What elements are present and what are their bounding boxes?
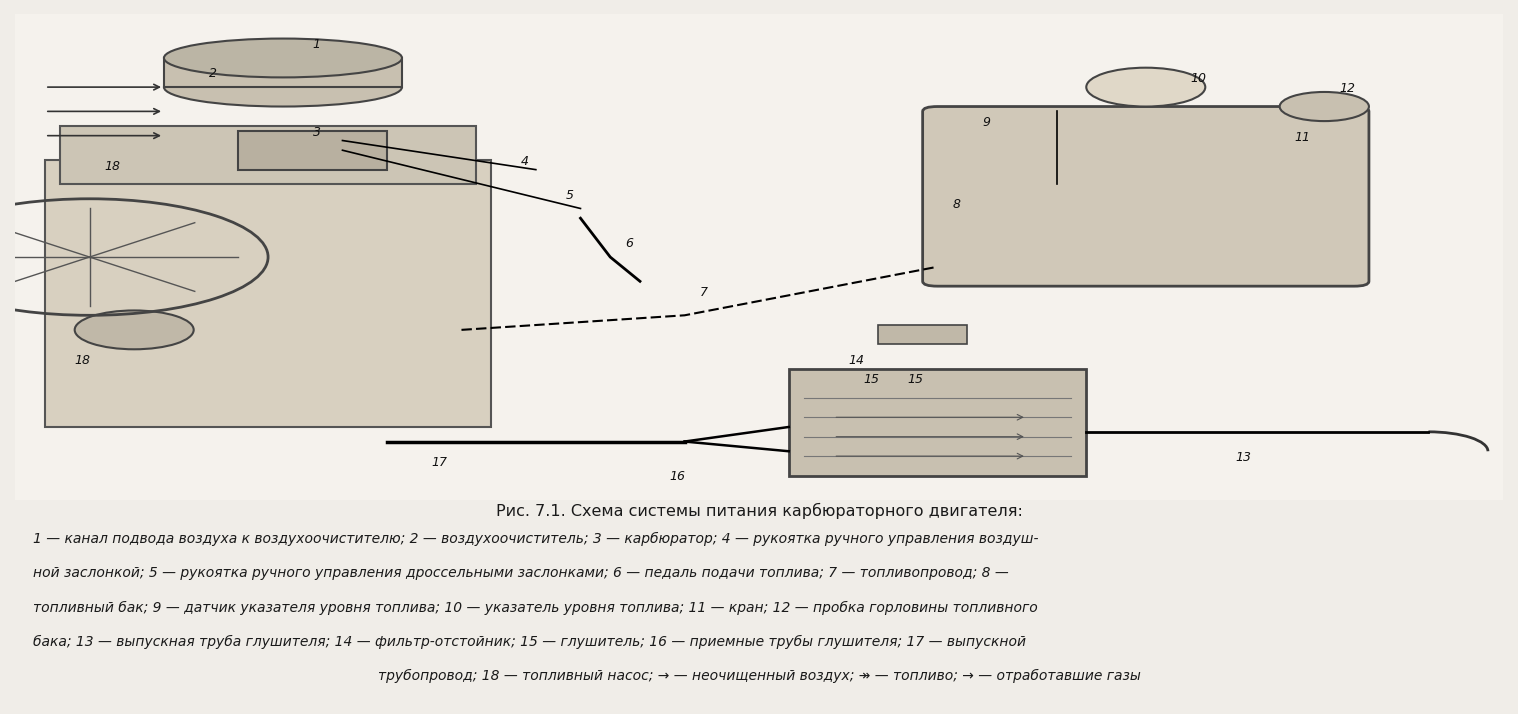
Text: 15: 15 xyxy=(908,373,924,386)
Text: 12: 12 xyxy=(1339,82,1356,95)
Text: 2: 2 xyxy=(208,67,217,81)
Ellipse shape xyxy=(164,39,402,77)
Text: Рис. 7.1. Схема системы питания карбюраторного двигателя:: Рис. 7.1. Схема системы питания карбюрат… xyxy=(495,503,1023,518)
Text: 11: 11 xyxy=(1295,131,1310,144)
Text: 13: 13 xyxy=(1236,451,1251,464)
FancyBboxPatch shape xyxy=(15,14,1503,500)
Bar xyxy=(789,368,1087,476)
Text: ной заслонкой; 5 — рукоятка ручного управления дроссельными заслонками; 6 — педа: ной заслонкой; 5 — рукоятка ручного упра… xyxy=(33,566,1009,580)
Text: 18: 18 xyxy=(105,160,120,173)
Text: 10: 10 xyxy=(1190,72,1207,85)
Text: трубопровод; 18 — топливный насос; → — неочищенный воздух; ↠ — топливо; → — отра: трубопровод; 18 — топливный насос; → — н… xyxy=(378,669,1140,683)
Bar xyxy=(46,160,492,427)
Ellipse shape xyxy=(164,68,402,106)
Text: 5: 5 xyxy=(566,188,574,202)
Bar xyxy=(59,126,477,184)
Bar xyxy=(877,325,967,344)
Circle shape xyxy=(1087,68,1205,106)
FancyBboxPatch shape xyxy=(923,106,1369,286)
Text: бака; 13 — выпускная труба глушителя; 14 — фильтр-отстойник; 15 — глушитель; 16 : бака; 13 — выпускная труба глушителя; 14… xyxy=(33,635,1026,649)
Text: 15: 15 xyxy=(864,373,879,386)
Text: 3: 3 xyxy=(313,126,320,139)
Bar xyxy=(238,131,387,170)
Text: 1: 1 xyxy=(313,39,320,51)
Text: топливный бак; 9 — датчик указателя уровня топлива; 10 — указатель уровня топлив: топливный бак; 9 — датчик указателя уров… xyxy=(33,600,1038,615)
Text: 14: 14 xyxy=(849,354,864,367)
Text: 9: 9 xyxy=(982,116,990,129)
Text: 17: 17 xyxy=(431,456,448,469)
Text: 7: 7 xyxy=(700,286,707,299)
Circle shape xyxy=(74,311,194,349)
Text: 1 — канал подвода воздуха к воздухоочистителю; 2 — воздухоочиститель; 3 — карбюр: 1 — канал подвода воздуха к воздухоочист… xyxy=(33,532,1038,546)
Text: 4: 4 xyxy=(521,155,528,168)
Text: 6: 6 xyxy=(625,237,633,251)
Circle shape xyxy=(1280,92,1369,121)
Text: 16: 16 xyxy=(669,471,686,483)
Bar xyxy=(164,58,402,87)
Text: 8: 8 xyxy=(952,198,961,211)
Text: 18: 18 xyxy=(74,354,91,367)
